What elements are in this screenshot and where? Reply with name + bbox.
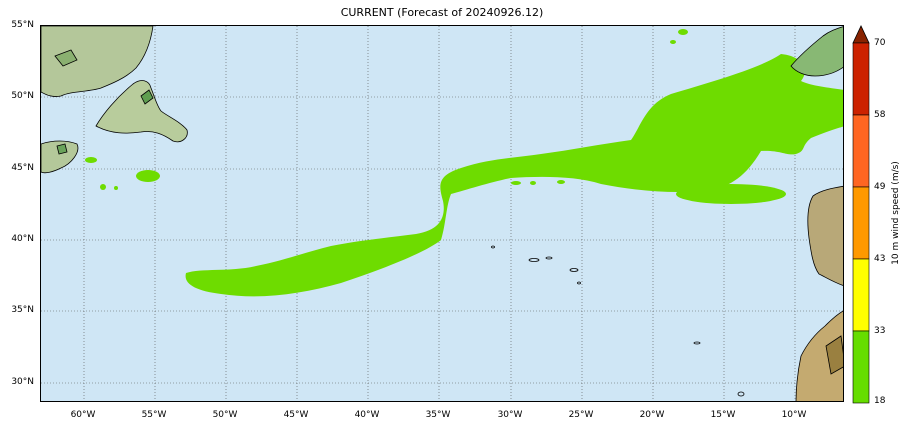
- colorbar-tick-49: 49: [874, 182, 886, 192]
- lat-label-40n: 40°N: [11, 234, 34, 244]
- lat-label-30n: 30°N: [11, 377, 34, 387]
- lon-label-45w: 45°W: [283, 410, 309, 420]
- lat-label-45n: 45°N: [11, 163, 34, 173]
- colorbar: [852, 25, 870, 404]
- colorbar-tick-18: 18: [874, 396, 886, 406]
- lon-label-40w: 40°W: [354, 410, 380, 420]
- colorbar-tick-58: 58: [874, 110, 886, 120]
- colorbar-band-33-43: [852, 258, 870, 332]
- lat-label-35n: 35°N: [11, 305, 34, 315]
- colorbar-band-49-58: [852, 114, 870, 188]
- lon-label-15w: 15°W: [710, 410, 736, 420]
- colorbar-extend-arrow: [852, 25, 870, 44]
- lon-label-35w: 35°W: [425, 410, 451, 420]
- lon-label-20w: 20°W: [639, 410, 665, 420]
- map-panel[interactable]: [40, 25, 844, 402]
- wind-region: [85, 29, 843, 297]
- colorbar-band-58-70: [852, 42, 870, 116]
- lon-label-25w: 25°W: [568, 410, 594, 420]
- colorbar-title: 10 m wind speed (m/s): [891, 161, 901, 265]
- colorbar-band-43-49: [852, 186, 870, 260]
- lon-label-55w: 55°W: [141, 410, 167, 420]
- lat-label-55n: 55°N: [11, 20, 34, 30]
- colorbar-tick-43: 43: [874, 254, 886, 264]
- land-europe-africa: [790, 26, 843, 401]
- colorbar-band-18-33: [852, 330, 870, 404]
- lon-label-10w: 10°W: [781, 410, 807, 420]
- map-canvas: [41, 26, 843, 401]
- map-title: CURRENT (Forecast of 20240926.12): [340, 6, 544, 19]
- colorbar-tick-33: 33: [874, 326, 886, 336]
- lon-label-30w: 30°W: [497, 410, 523, 420]
- lon-label-50w: 50°W: [212, 410, 238, 420]
- lat-label-50n: 50°N: [11, 91, 34, 101]
- colorbar-tick-70: 70: [874, 38, 886, 48]
- land-azores: [491, 245, 745, 397]
- lon-label-60w: 60°W: [70, 410, 96, 420]
- land-north-america: [41, 26, 188, 174]
